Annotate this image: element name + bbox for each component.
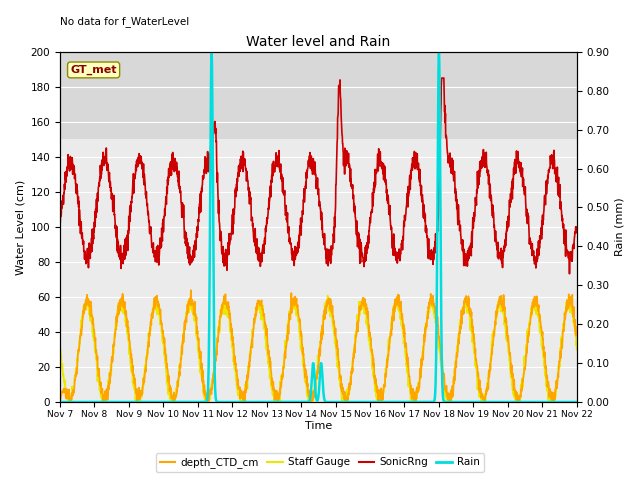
Text: GT_met: GT_met	[70, 65, 117, 75]
Title: Water level and Rain: Water level and Rain	[246, 35, 390, 49]
Y-axis label: Rain (mm): Rain (mm)	[615, 198, 625, 256]
Legend: depth_CTD_cm, Staff Gauge, SonicRng, Rain: depth_CTD_cm, Staff Gauge, SonicRng, Rai…	[156, 453, 484, 472]
Y-axis label: Water Level (cm): Water Level (cm)	[15, 179, 25, 275]
Text: No data for f_WaterLevel: No data for f_WaterLevel	[60, 16, 189, 27]
X-axis label: Time: Time	[305, 421, 332, 432]
Bar	[60, 52, 577, 139]
